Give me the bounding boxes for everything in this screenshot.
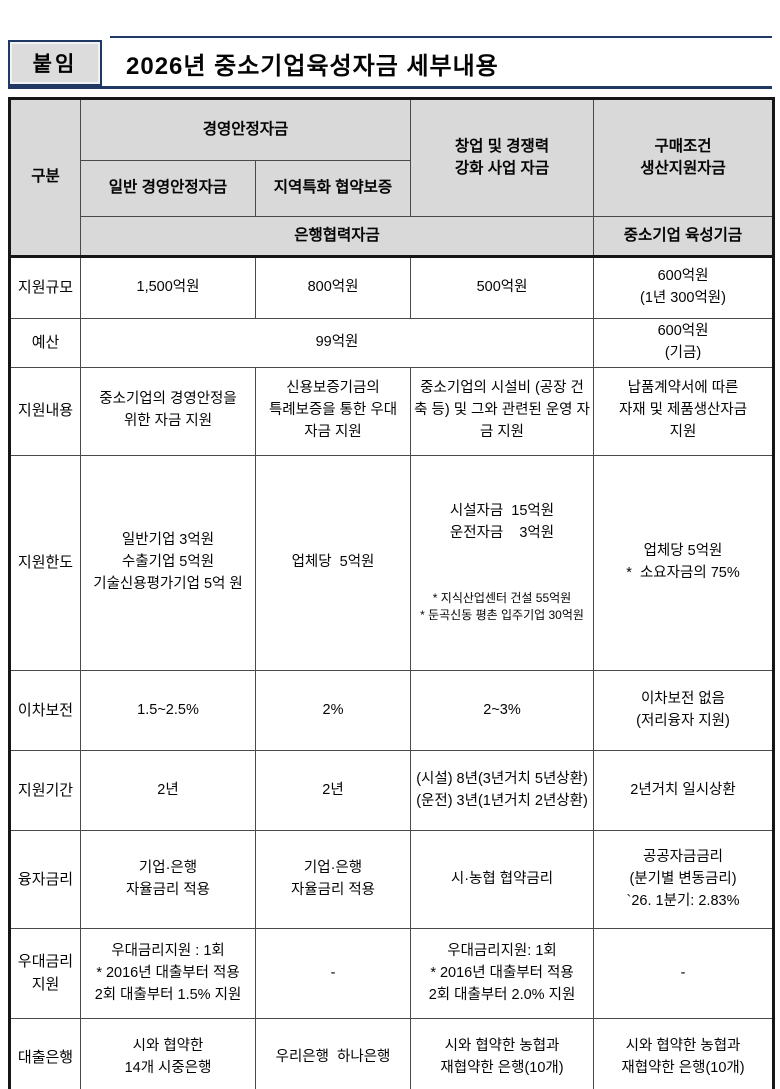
table-row-preferential: 우대금리 지원 우대금리지원 : 1회 * 2016년 대출부터 적용 2회 대… [9, 928, 774, 1020]
header-bank-coop: 은행협력자금 [80, 216, 594, 258]
attachment-label: 붙임 [32, 53, 78, 76]
limit-startup-note: * 지식산업센터 건설 55억원 * 둔곡신동 평촌 입주기업 30억원 [420, 591, 584, 623]
content-regional: 신용보증기금의 특례보증을 통한 우대 자금 지원 [255, 366, 411, 456]
banks-purchase: 시와 협약한 농협과 재협약한 은행(10개) [593, 1018, 774, 1089]
title-rule-bottom [8, 86, 772, 89]
table-row-period: 지원기간 2년 2년 (시설) 8년(3년거치 5년상환) (운전) 3년(1년… [9, 750, 774, 832]
header-sme-fund: 중소기업 육성기금 [593, 216, 774, 258]
limit-startup: 시설자금 15억원 운전자금 3억원 * 지식산업센터 건설 55억원 * 둔곡… [410, 454, 594, 672]
table-row-content: 지원내용 중소기업의 경영안정을 위한 자금 지원 신용보증기금의 특례보증을 … [9, 366, 774, 456]
table-row-banks: 대출은행 시와 협약한 14개 시중은행 우리은행 하나은행 시와 협약한 농협… [9, 1018, 774, 1089]
period-general: 2년 [80, 750, 256, 832]
rate-purchase: 공공자금금리 (분기별 변동금리) `26. 1분기: 2.83% [593, 830, 774, 930]
header-startup-fund: 창업 및 경쟁력 강화 사업 자금 [410, 98, 594, 217]
table-row-limit: 지원한도 일반기업 3억원 수출기업 5억원 기술신용평가기업 5억 원 업체당… [9, 454, 774, 672]
scale-startup: 500억원 [410, 256, 594, 319]
interest-startup: 2~3% [410, 670, 594, 752]
period-startup: (시설) 8년(3년거치 5년상환) (운전) 3년(1년거치 2년상환) [410, 750, 594, 832]
preferential-regional: - [255, 928, 411, 1020]
budget-purchase: 600억원 (기금) [593, 318, 774, 368]
rate-general: 기업·은행 자율금리 적용 [80, 830, 256, 930]
limit-regional: 업체당 5억원 [255, 454, 411, 672]
row-label-period: 지원기간 [9, 750, 81, 832]
interest-regional: 2% [255, 670, 411, 752]
header-purchase-fund: 구매조건 생산지원자금 [593, 98, 774, 217]
rate-regional: 기업·은행 자율금리 적용 [255, 830, 411, 930]
interest-general: 1.5~2.5% [80, 670, 256, 752]
banks-general: 시와 협약한 14개 시중은행 [80, 1018, 256, 1089]
header-regional-guarantee: 지역특화 협약보증 [255, 160, 411, 217]
interest-purchase: 이차보전 없음 (저리융자 지원) [593, 670, 774, 752]
scale-purchase: 600억원 (1년 300억원) [593, 256, 774, 319]
row-label-rate: 융자금리 [9, 830, 81, 930]
budget-bank-coop: 99억원 [80, 318, 594, 368]
header-mgmt-group: 경영안정자금 [80, 98, 411, 161]
row-label-scale: 지원규모 [9, 256, 81, 319]
fund-detail-table: 구분 경영안정자금 창업 및 경쟁력 강화 사업 자금 구매조건 생산지원자금 … [8, 97, 775, 1089]
table-row-scale: 지원규모 1,500억원 800억원 500억원 600억원 (1년 300억원… [9, 256, 774, 319]
limit-purchase: 업체당 5억원 * 소요자금의 75% [593, 454, 774, 672]
row-label-banks: 대출은행 [9, 1018, 81, 1089]
row-label-content: 지원내용 [9, 366, 81, 456]
page-title: 2026년 중소기업육성자금 세부내용 [126, 53, 499, 80]
period-purchase: 2년거치 일시상환 [593, 750, 774, 832]
row-label-limit: 지원한도 [9, 454, 81, 672]
limit-general: 일반기업 3억원 수출기업 5억원 기술신용평가기업 5억 원 [80, 454, 256, 672]
table-row-rate: 융자금리 기업·은행 자율금리 적용 기업·은행 자율금리 적용 시·농협 협약… [9, 830, 774, 930]
rate-startup: 시·농협 협약금리 [410, 830, 594, 930]
content-purchase: 납품계약서에 따른 자재 및 제품생산자금 지원 [593, 366, 774, 456]
row-label-budget: 예산 [9, 318, 81, 368]
content-general: 중소기업의 경영안정을 위한 자금 지원 [80, 366, 256, 456]
table-row-budget: 예산 99억원 600억원 (기금) [9, 318, 774, 368]
limit-startup-main: 시설자금 15억원 운전자금 3억원 [449, 503, 555, 541]
period-regional: 2년 [255, 750, 411, 832]
content-startup: 중소기업의 시설비 (공장 건축 등) 및 그와 관련된 운영 자금 지원 [410, 366, 594, 456]
table-row-interest: 이차보전 1.5~2.5% 2% 2~3% 이차보전 없음 (저리융자 지원) [9, 670, 774, 752]
scale-regional: 800억원 [255, 256, 411, 319]
attachment-badge: 붙임 [8, 40, 102, 86]
row-label-preferential: 우대금리 지원 [9, 928, 81, 1020]
preferential-general: 우대금리지원 : 1회 * 2016년 대출부터 적용 2회 대출부터 1.5%… [80, 928, 256, 1020]
banks-regional: 우리은행 하나은행 [255, 1018, 411, 1089]
row-label-interest: 이차보전 [9, 670, 81, 752]
preferential-purchase: - [593, 928, 774, 1020]
title-rule-top [110, 36, 772, 38]
header-gubun: 구분 [9, 98, 81, 258]
preferential-startup: 우대금리지원: 1회 * 2016년 대출부터 적용 2회 대출부터 2.0% … [410, 928, 594, 1020]
scale-general: 1,500억원 [80, 256, 256, 319]
banks-startup: 시와 협약한 농협과 재협약한 은행(10개) [410, 1018, 594, 1089]
header-general-mgmt: 일반 경영안정자금 [80, 160, 256, 217]
